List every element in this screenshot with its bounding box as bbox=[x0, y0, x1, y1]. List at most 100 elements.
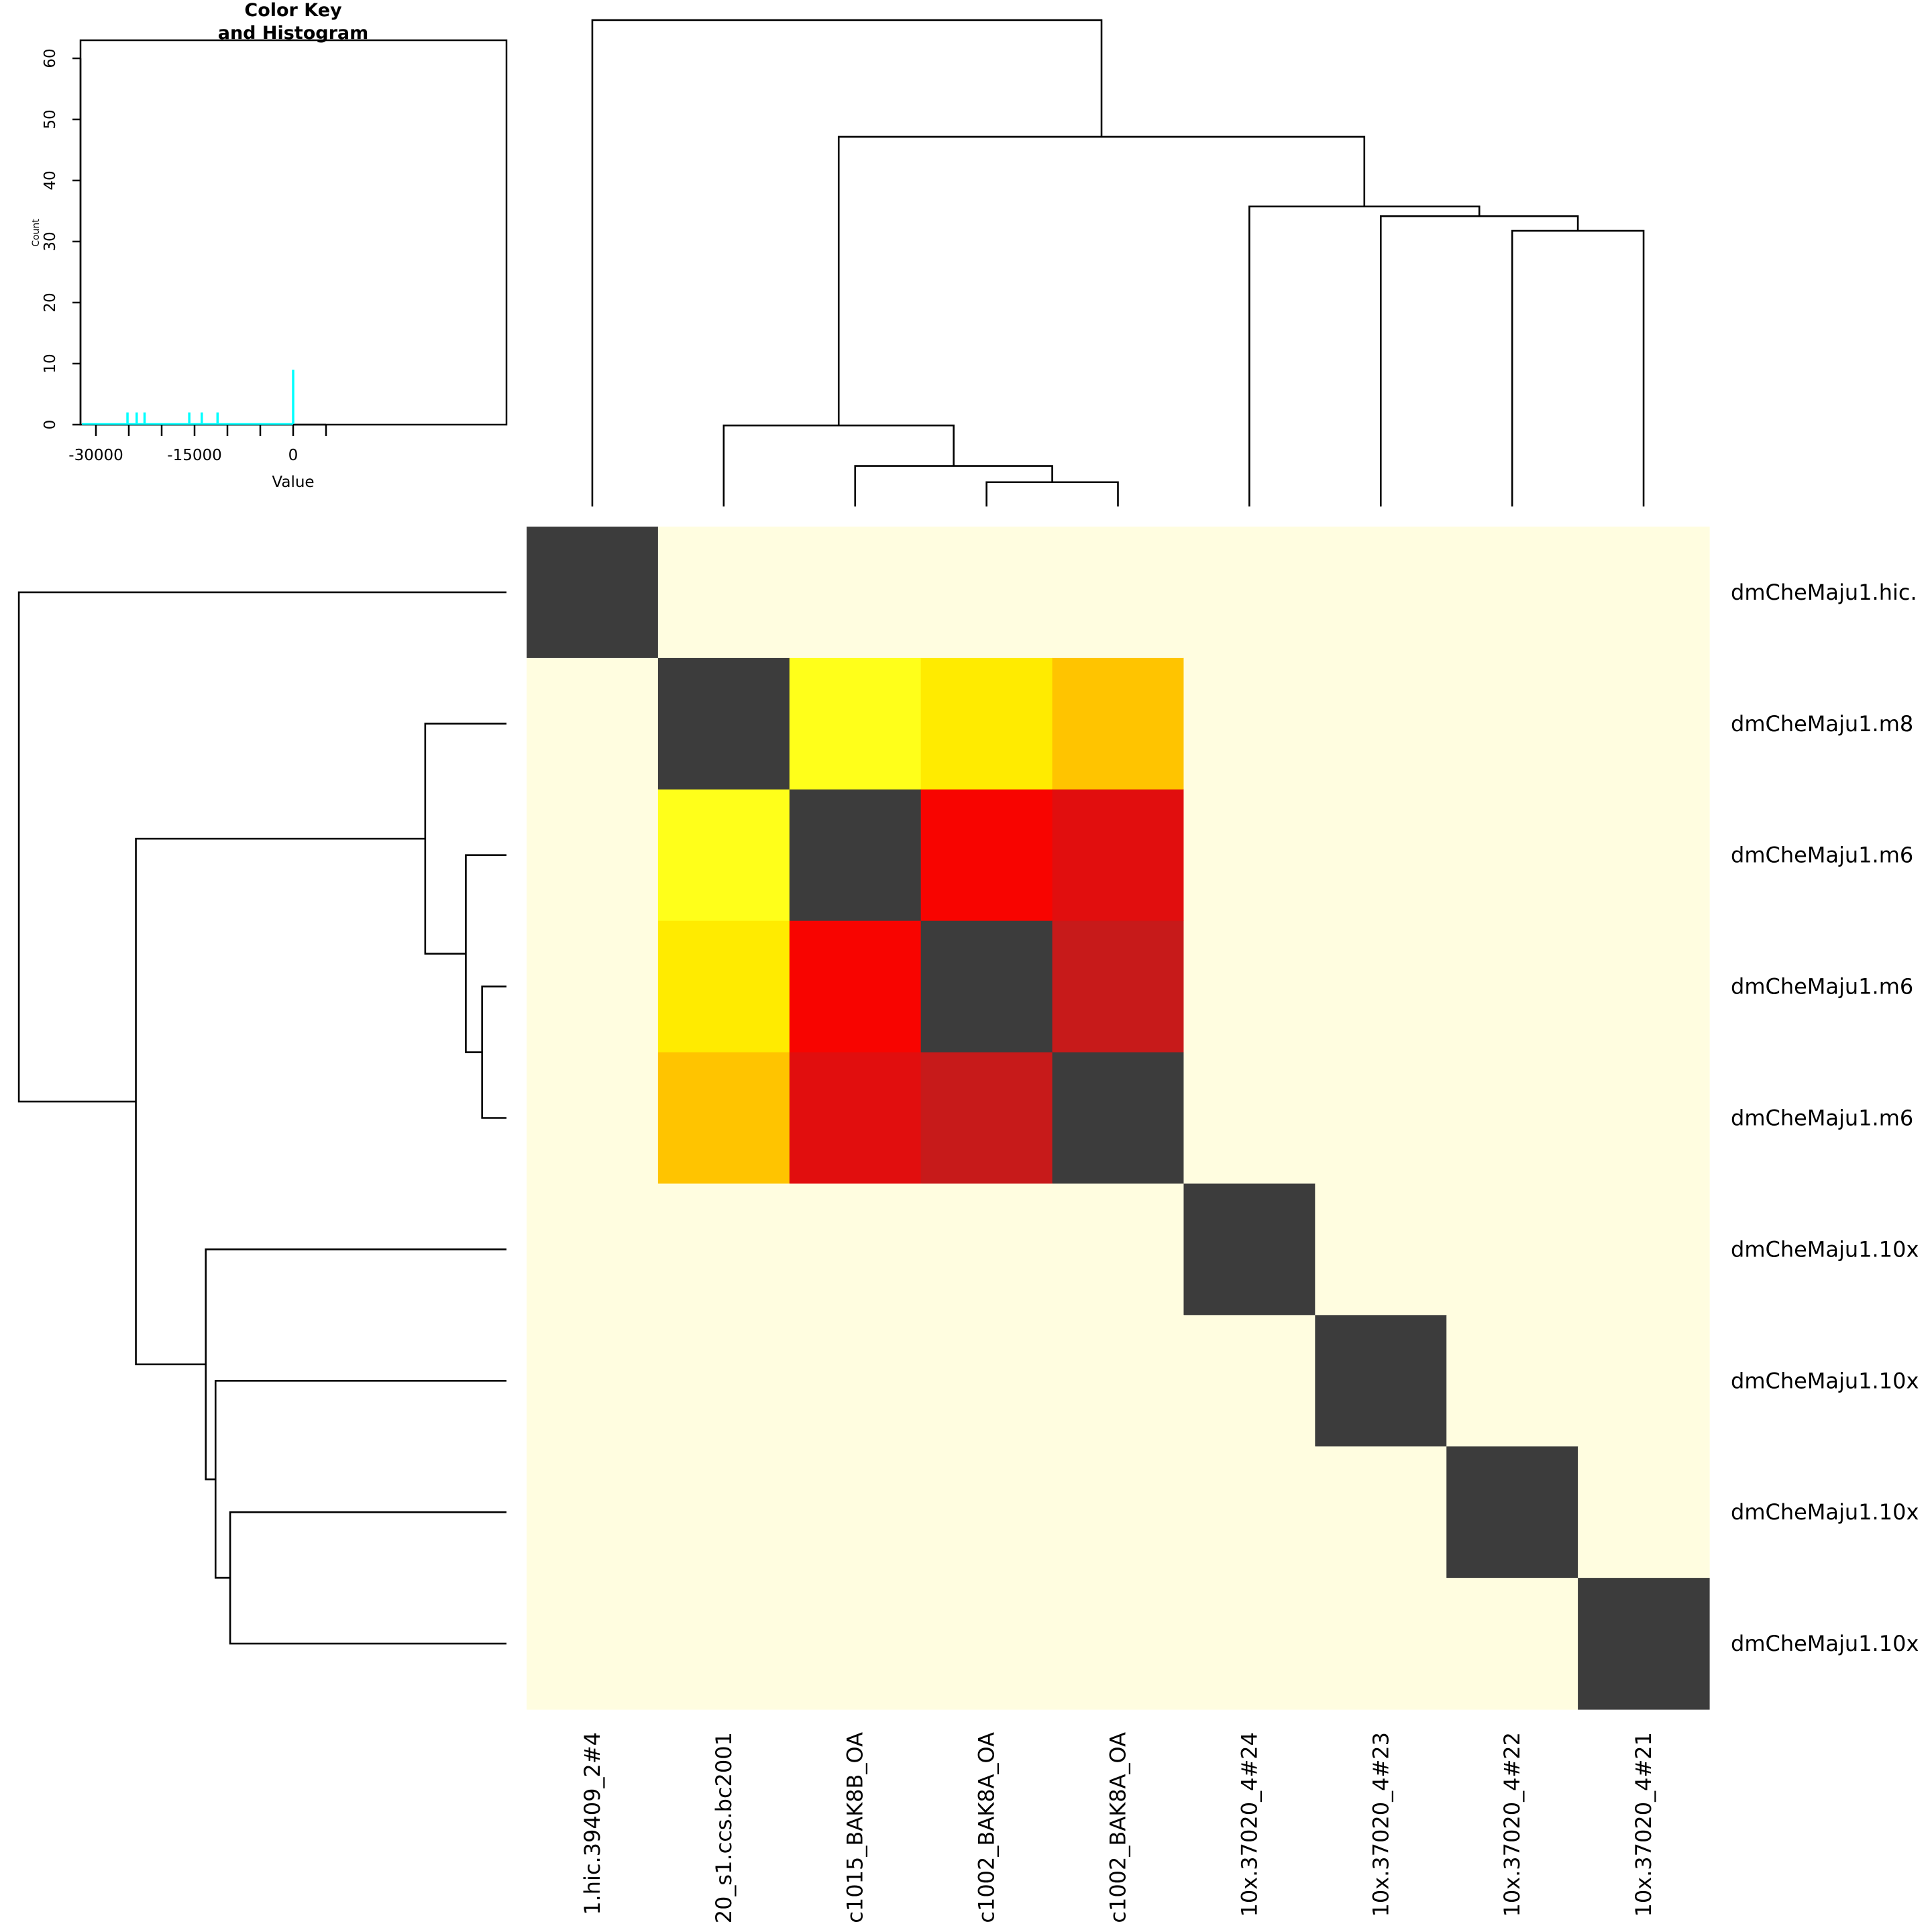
heatmap-cell bbox=[1446, 1052, 1578, 1185]
histogram-plot-box bbox=[79, 39, 508, 426]
dendrogram-branch bbox=[1248, 205, 1481, 506]
dendrogram-branch bbox=[135, 837, 425, 1366]
heatmap-cell bbox=[657, 1578, 790, 1710]
heatmap-cell bbox=[657, 1052, 790, 1185]
heatmap-cell bbox=[1183, 657, 1316, 790]
row-label: dmCheMaju1.10x bbox=[1731, 1631, 1919, 1656]
heatmap-cell bbox=[1183, 1446, 1316, 1578]
heatmap-cell bbox=[527, 1183, 659, 1316]
heatmap-cell bbox=[527, 920, 659, 1053]
heatmap-cell bbox=[1052, 920, 1185, 1053]
heatmap-cell bbox=[1315, 527, 1447, 659]
dendrogram-branch bbox=[985, 481, 1119, 506]
row-label: dmCheMaju1.hic. bbox=[1731, 580, 1917, 605]
heatmap-cell bbox=[657, 1315, 790, 1447]
histogram-x-label: Value bbox=[272, 474, 314, 491]
heatmap-cell bbox=[1183, 1578, 1316, 1710]
heatmap-cell bbox=[1578, 1446, 1710, 1578]
heatmap-cell bbox=[657, 527, 790, 659]
heatmap-cell bbox=[789, 920, 922, 1053]
histogram-y-tick-label: 10 bbox=[42, 354, 59, 373]
histogram-x-axis: -30000 -15000 0 bbox=[68, 423, 327, 464]
heatmap-cell bbox=[1183, 920, 1316, 1053]
heatmap-cell bbox=[920, 1183, 1053, 1316]
column-label: 10x.37020_4#21 bbox=[1631, 1732, 1656, 1917]
heatmap-cell bbox=[789, 1578, 922, 1710]
heatmap-cell bbox=[657, 1446, 790, 1578]
row-label: dmCheMaju1.m6 bbox=[1731, 843, 1913, 868]
row-labels: dmCheMaju1.hic. dmCheMaju1.m8 dmCheMaju1.m… bbox=[1731, 580, 1919, 1656]
row-label: dmCheMaju1.10x bbox=[1731, 1368, 1919, 1393]
heatmap-cell bbox=[527, 1446, 659, 1578]
histogram-y-tick-label: 50 bbox=[42, 109, 59, 129]
heatmap-cell bbox=[1446, 657, 1578, 790]
heatmap-cell bbox=[527, 789, 659, 922]
histogram-y-tick-label: 60 bbox=[42, 48, 59, 68]
heatmap-cell bbox=[789, 657, 922, 790]
heatmap-cell bbox=[920, 657, 1053, 790]
heatmap-cell bbox=[1052, 1446, 1185, 1578]
heatmap-cell bbox=[920, 1052, 1053, 1185]
heatmap-cell bbox=[1315, 1446, 1447, 1578]
heatmap-cell bbox=[1315, 657, 1447, 790]
heatmap-cell bbox=[1446, 1446, 1578, 1578]
heatmap-cell bbox=[527, 1315, 659, 1447]
heatmap-cell bbox=[657, 657, 790, 790]
histogram-x-tick-label: -15000 bbox=[167, 447, 221, 464]
dendrogram-branch bbox=[17, 591, 506, 1103]
heatmap-cell bbox=[527, 527, 659, 659]
heatmap-cell bbox=[1183, 1183, 1316, 1316]
heatmap-cell bbox=[1052, 527, 1185, 659]
heatmap-cell bbox=[920, 1578, 1053, 1710]
heatmap-cell bbox=[1578, 1578, 1710, 1710]
heatmap-cell bbox=[1315, 1315, 1447, 1447]
heatmap-cell bbox=[789, 1315, 922, 1447]
dendrogram-branch bbox=[837, 136, 1366, 426]
heatmap-cell bbox=[920, 1446, 1053, 1578]
heatmap-cell bbox=[1446, 920, 1578, 1053]
heatmap-cell bbox=[1578, 1183, 1710, 1316]
histogram-y-tick-label: 0 bbox=[42, 420, 59, 430]
heatmap-cell bbox=[789, 1052, 922, 1185]
heatmap-cell bbox=[1052, 1578, 1185, 1710]
column-label: c1002_BAK8A_OA bbox=[1106, 1732, 1131, 1923]
heatmap-cell bbox=[1052, 1315, 1185, 1447]
dendrogram-branch bbox=[481, 985, 506, 1119]
column-dendrogram bbox=[591, 19, 1645, 506]
histogram-x-tick-label: 0 bbox=[288, 447, 299, 464]
row-dendrogram bbox=[17, 591, 506, 1645]
row-label: dmCheMaju1.m6 bbox=[1731, 1106, 1913, 1131]
heatmap-cell bbox=[527, 1052, 659, 1185]
heatmap-cell bbox=[1315, 920, 1447, 1053]
heatmap-cell bbox=[1446, 1578, 1578, 1710]
heatmap-cell bbox=[789, 527, 922, 659]
heatmap-cell bbox=[527, 1578, 659, 1710]
heatmap-cell bbox=[1183, 789, 1316, 922]
heatmap-cell bbox=[789, 1446, 922, 1578]
heatmap-cells bbox=[527, 527, 1710, 1710]
heatmap-cell bbox=[527, 657, 659, 790]
dendrogram-branch bbox=[1379, 215, 1579, 506]
row-label: dmCheMaju1.m6 bbox=[1731, 974, 1913, 1000]
row-label: dmCheMaju1.10x bbox=[1731, 1499, 1919, 1525]
dendrogram-branch bbox=[1511, 229, 1645, 506]
heatmap-cell bbox=[657, 1183, 790, 1316]
heatmap-cell bbox=[1446, 1183, 1578, 1316]
heatmap-cell bbox=[1183, 527, 1316, 659]
histogram-y-tick-label: 30 bbox=[42, 231, 59, 251]
heatmap-cell bbox=[1315, 789, 1447, 922]
heatmap-cell bbox=[920, 527, 1053, 659]
heatmap-cell bbox=[1052, 1183, 1185, 1316]
dendrogram-branch bbox=[591, 19, 1103, 506]
heatmap-cell bbox=[1578, 1052, 1710, 1185]
heatmap-cell bbox=[920, 920, 1053, 1053]
row-label: dmCheMaju1.m8 bbox=[1731, 711, 1913, 737]
column-label: c1002_BAK8A_OA bbox=[974, 1732, 1000, 1923]
column-label: 10x.37020_4#23 bbox=[1368, 1732, 1393, 1917]
column-label: 20_s1.ccs.bc2001 bbox=[711, 1732, 737, 1923]
histogram-y-tick-label: 20 bbox=[42, 292, 59, 312]
histogram-x-tick-label: -30000 bbox=[68, 447, 123, 464]
heatmap-cell bbox=[1183, 1052, 1316, 1185]
